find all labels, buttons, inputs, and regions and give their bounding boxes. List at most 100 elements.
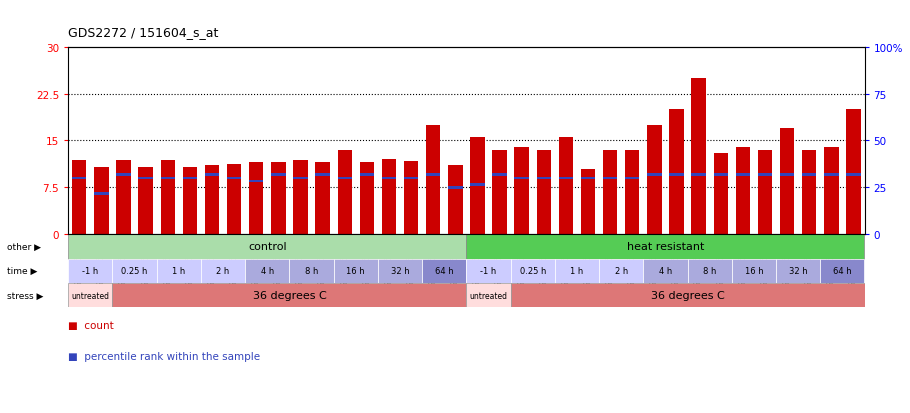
Bar bbox=[692, 79, 706, 235]
Bar bbox=[359, 174, 374, 177]
Text: other ▶: other ▶ bbox=[7, 242, 41, 252]
Bar bbox=[316, 163, 329, 235]
Text: untreated: untreated bbox=[71, 291, 109, 300]
Text: stress ▶: stress ▶ bbox=[7, 291, 44, 300]
Bar bbox=[514, 177, 529, 180]
Bar bbox=[603, 177, 617, 180]
Bar bbox=[643, 259, 688, 283]
Bar bbox=[160, 160, 175, 235]
Bar bbox=[670, 174, 683, 177]
Text: 32 h: 32 h bbox=[789, 267, 807, 275]
Bar bbox=[448, 187, 462, 189]
Bar bbox=[205, 174, 219, 177]
Bar bbox=[157, 259, 201, 283]
Bar bbox=[581, 169, 595, 235]
Bar bbox=[492, 174, 507, 177]
Bar bbox=[183, 167, 197, 235]
Bar bbox=[776, 259, 820, 283]
Bar bbox=[470, 138, 485, 235]
Bar bbox=[537, 150, 551, 235]
Text: time ▶: time ▶ bbox=[7, 267, 37, 275]
Bar bbox=[466, 283, 511, 308]
Text: 8 h: 8 h bbox=[305, 267, 318, 275]
Text: -1 h: -1 h bbox=[480, 267, 497, 275]
Text: 1 h: 1 h bbox=[571, 267, 583, 275]
Bar bbox=[227, 177, 241, 180]
Bar bbox=[72, 177, 86, 180]
Bar bbox=[599, 259, 643, 283]
Bar bbox=[95, 167, 108, 235]
Bar bbox=[692, 174, 706, 177]
Bar bbox=[271, 163, 286, 235]
Bar bbox=[511, 283, 864, 308]
Bar bbox=[68, 283, 113, 308]
Bar bbox=[338, 177, 352, 180]
Bar bbox=[802, 150, 816, 235]
Text: heat resistant: heat resistant bbox=[627, 242, 704, 252]
Bar bbox=[511, 259, 555, 283]
Text: GDS2272 / 151604_s_at: GDS2272 / 151604_s_at bbox=[68, 26, 218, 39]
Bar bbox=[780, 128, 794, 235]
Bar bbox=[183, 177, 197, 180]
Text: 0.25 h: 0.25 h bbox=[520, 267, 546, 275]
Text: 16 h: 16 h bbox=[347, 267, 365, 275]
Bar bbox=[271, 174, 286, 177]
Bar bbox=[647, 174, 662, 177]
Bar bbox=[249, 163, 263, 235]
Text: ■  percentile rank within the sample: ■ percentile rank within the sample bbox=[68, 351, 260, 361]
Bar bbox=[293, 161, 308, 235]
Bar bbox=[670, 110, 683, 235]
Bar bbox=[802, 174, 816, 177]
Bar bbox=[758, 150, 773, 235]
Bar bbox=[820, 259, 864, 283]
Bar bbox=[116, 174, 131, 177]
Bar bbox=[846, 110, 861, 235]
Bar bbox=[492, 150, 507, 235]
Bar bbox=[378, 259, 422, 283]
Bar bbox=[382, 160, 396, 235]
Bar bbox=[537, 177, 551, 180]
Text: 0.25 h: 0.25 h bbox=[121, 267, 147, 275]
Bar bbox=[735, 174, 750, 177]
Bar bbox=[713, 174, 728, 177]
Bar bbox=[625, 177, 640, 180]
Bar bbox=[470, 183, 485, 186]
Bar bbox=[382, 177, 396, 180]
Text: 16 h: 16 h bbox=[744, 267, 763, 275]
Text: control: control bbox=[248, 242, 287, 252]
Bar bbox=[448, 166, 462, 235]
Bar bbox=[758, 174, 773, 177]
Bar bbox=[688, 259, 732, 283]
Bar bbox=[245, 259, 289, 283]
Bar bbox=[780, 174, 794, 177]
Text: 36 degrees C: 36 degrees C bbox=[651, 290, 724, 301]
Bar bbox=[113, 283, 466, 308]
Bar bbox=[68, 235, 466, 259]
Text: 2 h: 2 h bbox=[614, 267, 628, 275]
Text: 36 degrees C: 36 degrees C bbox=[253, 290, 327, 301]
Text: 64 h: 64 h bbox=[833, 267, 852, 275]
Bar bbox=[422, 259, 466, 283]
Bar bbox=[72, 161, 86, 235]
Bar bbox=[334, 259, 378, 283]
Text: 4 h: 4 h bbox=[659, 267, 672, 275]
Bar bbox=[713, 154, 728, 235]
Bar bbox=[625, 150, 640, 235]
Bar bbox=[603, 150, 617, 235]
Bar bbox=[824, 147, 838, 235]
Bar bbox=[160, 177, 175, 180]
Bar bbox=[289, 259, 334, 283]
Bar bbox=[846, 174, 861, 177]
Text: 4 h: 4 h bbox=[260, 267, 274, 275]
Bar bbox=[824, 174, 838, 177]
Text: 1 h: 1 h bbox=[172, 267, 186, 275]
Bar bbox=[138, 168, 153, 235]
Bar bbox=[338, 150, 352, 235]
Bar bbox=[426, 126, 440, 235]
Bar bbox=[559, 138, 573, 235]
Bar bbox=[404, 177, 419, 180]
Bar bbox=[735, 147, 750, 235]
Bar bbox=[732, 259, 776, 283]
Text: -1 h: -1 h bbox=[82, 267, 98, 275]
Bar bbox=[116, 161, 131, 235]
